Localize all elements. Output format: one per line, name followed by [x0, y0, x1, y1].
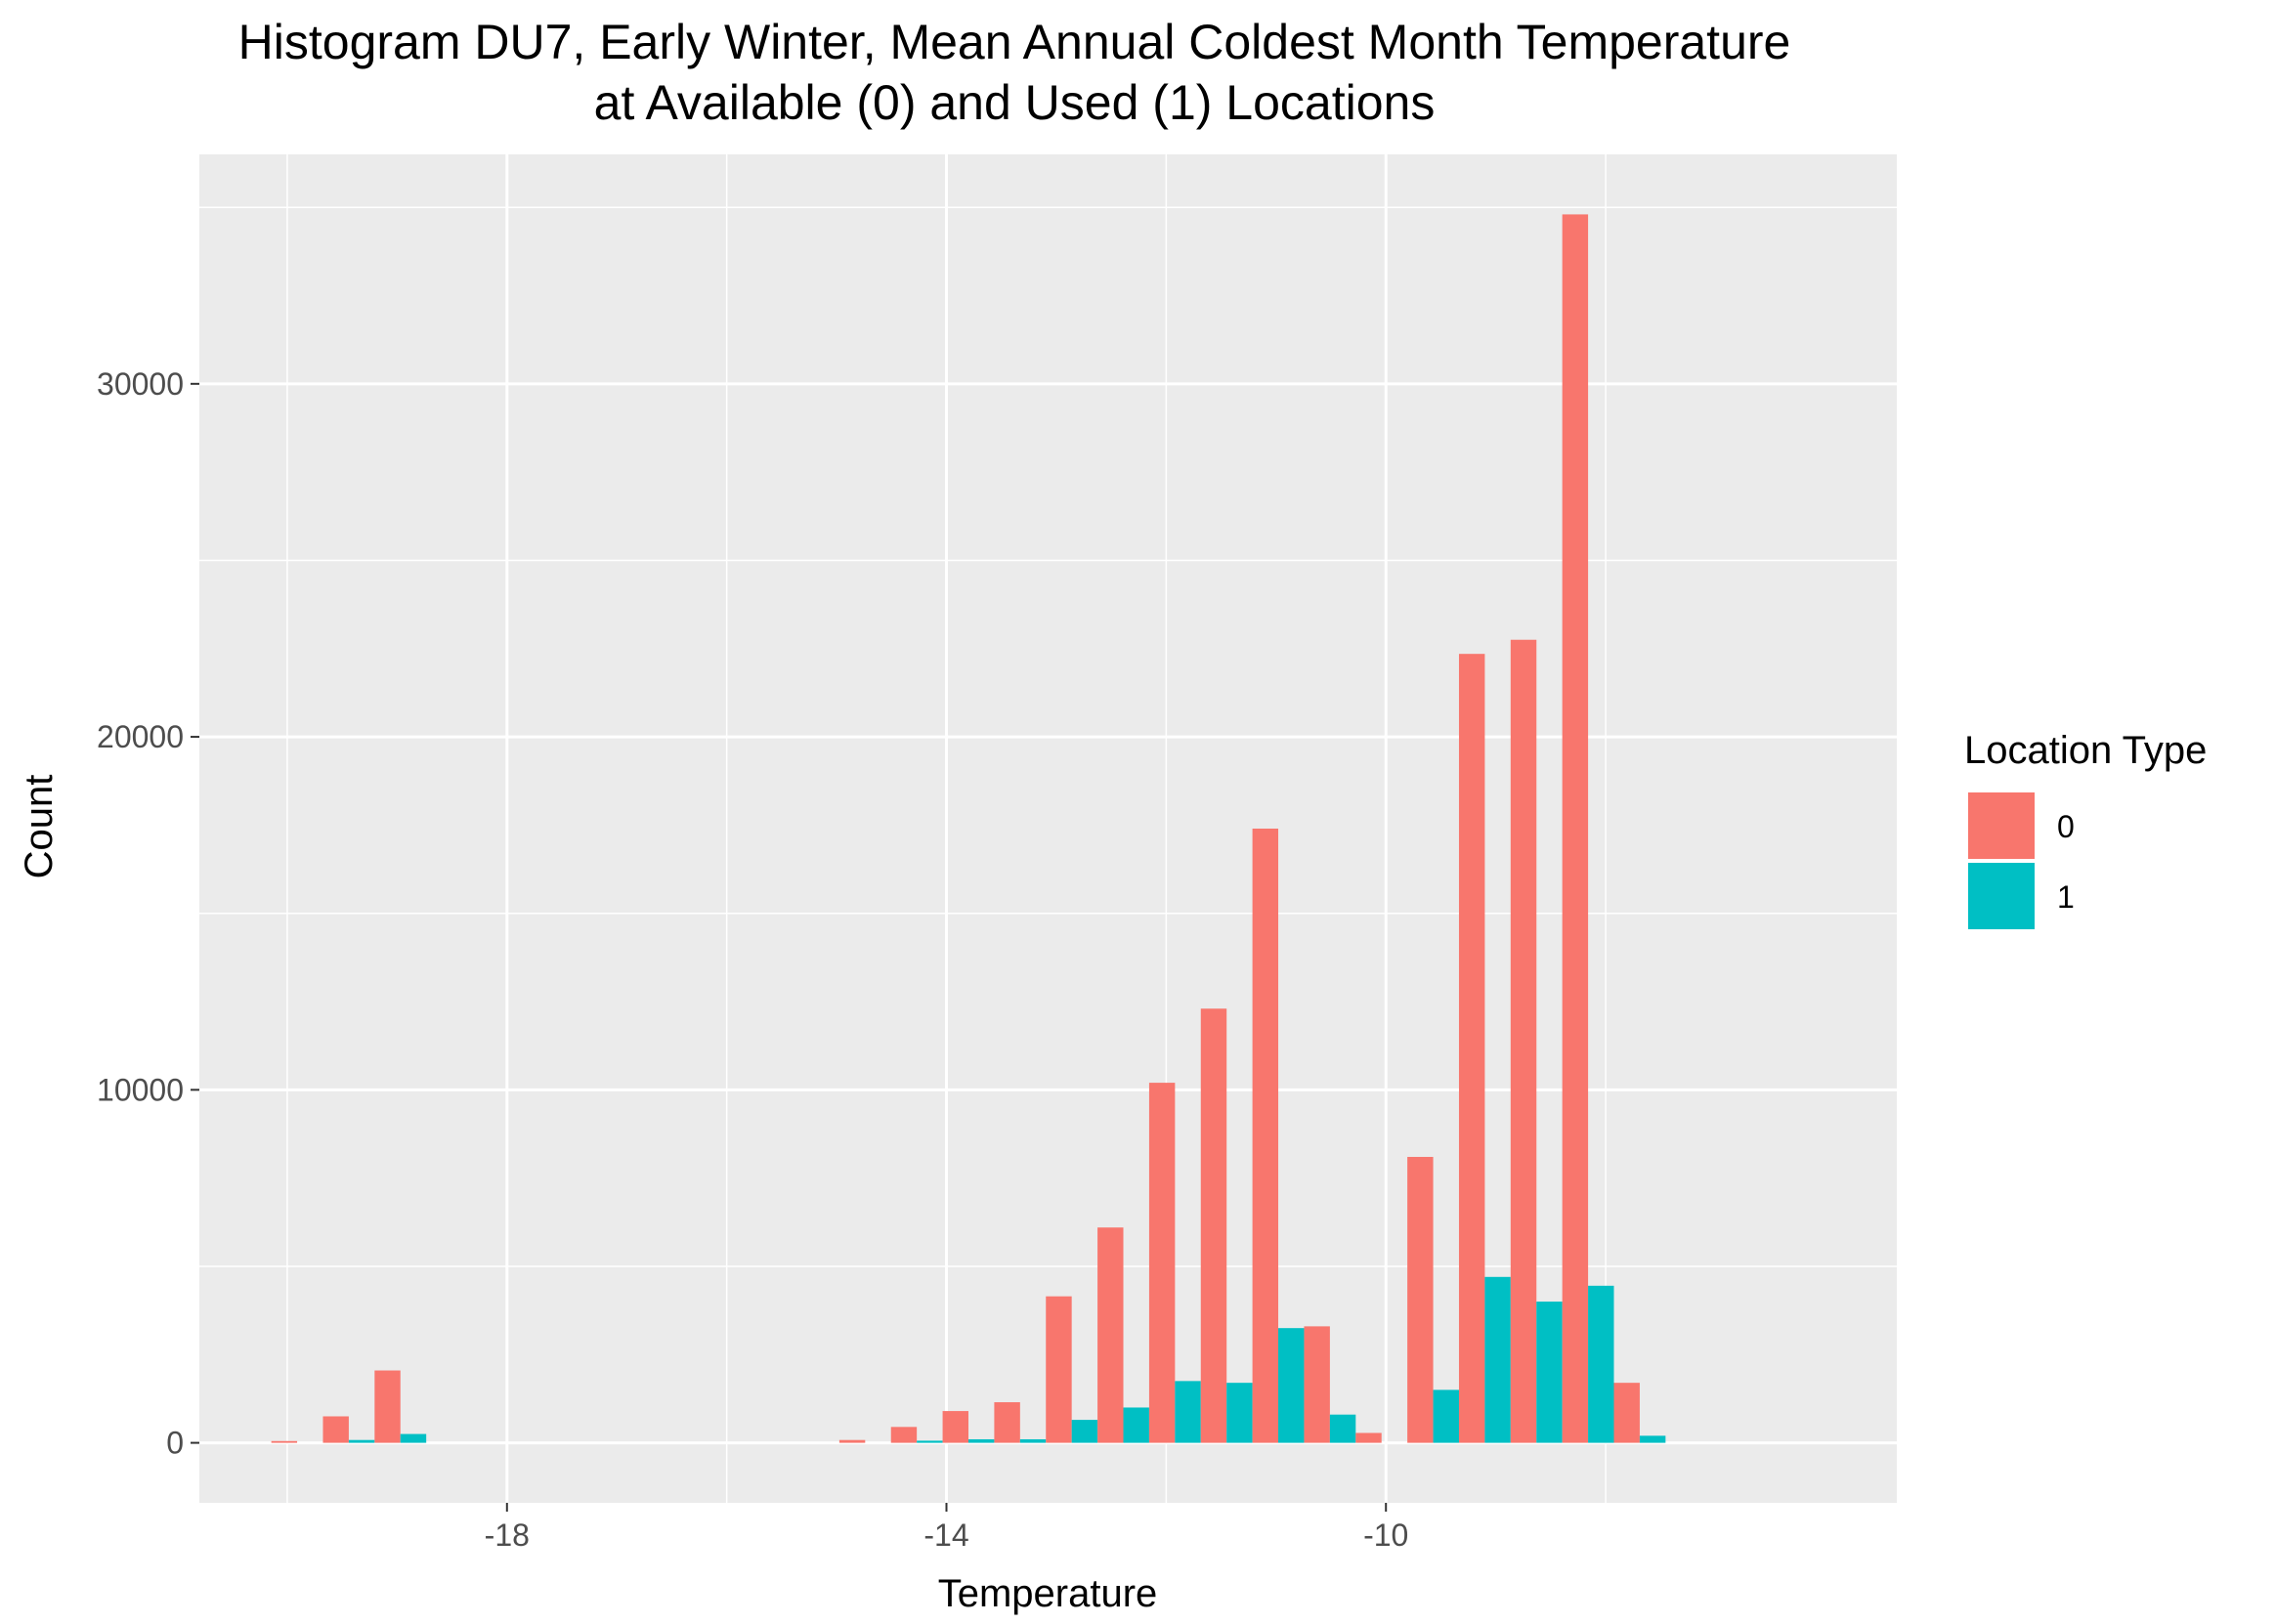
bar-series-0-bin-18: [1613, 1383, 1640, 1443]
legend-title: Location Type: [1964, 729, 2207, 772]
bar-series-1-bin-10: [1226, 1383, 1253, 1443]
bar-series-0-bin-8: [1097, 1227, 1124, 1443]
bar-series-0-bin-16: [1510, 639, 1537, 1443]
bar-series-0-bin-2: [374, 1370, 401, 1443]
bar-series-1-bin-9: [1175, 1381, 1201, 1443]
y-tick-label-2: 20000: [97, 719, 184, 754]
bar-series-1-bin-6: [1019, 1438, 1047, 1443]
bar-series-0-bin-7: [1046, 1296, 1072, 1443]
legend-key-0: [1968, 792, 2035, 859]
y-axis: 0 10000 20000 30000: [97, 366, 199, 1461]
bar-series-1-bin-4: [917, 1440, 943, 1443]
bar-series-0-bin-17: [1562, 214, 1589, 1443]
x-axis-title: Temperature: [938, 1572, 1158, 1615]
y-tick-label-3: 30000: [97, 366, 184, 402]
chart-title-line-2: at Available (0) and Used (1) Locations: [594, 75, 1436, 130]
bar-series-1-bin-14: [1433, 1389, 1459, 1443]
bar-series-1-bin-15: [1484, 1276, 1511, 1443]
y-tick-label-0: 0: [166, 1426, 184, 1461]
bar-series-0-bin-9: [1148, 1083, 1176, 1443]
bar-series-0-bin-0: [271, 1440, 298, 1443]
bar-series-1-bin-5: [967, 1438, 995, 1443]
bar-series-0-bin-4: [890, 1427, 918, 1443]
bar-series-0-bin-1: [322, 1416, 349, 1443]
bar-series-1-bin-17: [1588, 1285, 1614, 1443]
bar-series-0-bin-3: [838, 1439, 866, 1443]
bar-series-0-bin-10: [1200, 1008, 1227, 1443]
x-axis: -18 -14 -10: [485, 1503, 1408, 1553]
major-gridlines: [199, 154, 1897, 1503]
y-axis-title: Count: [18, 775, 61, 879]
legend-label-1: 1: [2057, 879, 2075, 915]
bar-series-0-bin-15: [1458, 654, 1485, 1443]
x-tick-label-1: -14: [923, 1517, 968, 1553]
legend: Location Type 0 1: [1964, 729, 2207, 929]
bar-series-1-bin-1: [348, 1439, 375, 1443]
bars: [271, 214, 1666, 1443]
legend-label-0: 0: [2057, 809, 2075, 844]
y-tick-label-1: 10000: [97, 1072, 184, 1107]
bar-series-1-bin-2: [400, 1433, 427, 1443]
plot-panel: [199, 154, 1897, 1503]
bar-series-0-bin-14: [1407, 1156, 1434, 1443]
bar-series-1-bin-7: [1071, 1420, 1098, 1443]
bar-series-0-bin-12: [1304, 1326, 1330, 1443]
bar-series-1-bin-8: [1123, 1407, 1149, 1443]
chart-title-line-1: Histogram DU7, Early Winter, Mean Annual…: [238, 15, 1791, 69]
bar-series-0-bin-6: [994, 1402, 1020, 1443]
bar-series-1-bin-11: [1278, 1328, 1305, 1443]
chart-title: Histogram DU7, Early Winter, Mean Annual…: [238, 15, 1791, 130]
legend-key-1: [1968, 863, 2035, 929]
bar-series-1-bin-12: [1329, 1414, 1356, 1443]
x-tick-label-0: -18: [485, 1517, 530, 1553]
bar-series-0-bin-5: [942, 1411, 968, 1443]
bar-series-0-bin-13: [1355, 1432, 1382, 1443]
bar-series-1-bin-18: [1639, 1435, 1666, 1443]
bar-series-1-bin-16: [1536, 1302, 1563, 1443]
x-tick-label-2: -10: [1363, 1517, 1408, 1553]
bar-series-0-bin-11: [1252, 829, 1279, 1443]
